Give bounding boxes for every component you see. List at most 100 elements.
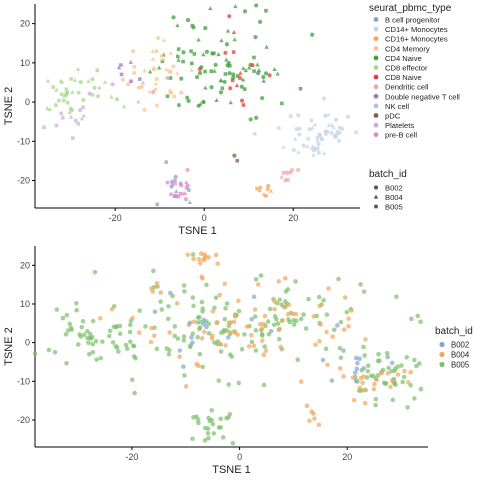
scatter-point [90,77,95,82]
legend-key [373,84,379,90]
scatter-point [166,351,172,357]
scatter-point [155,103,159,108]
scatter-point [151,268,156,274]
x-axis-title: TSNE 1 [178,225,217,237]
legend-label: CD4 Naive [385,54,422,63]
scatter-point [190,340,195,345]
scatter-point [210,51,215,56]
scatter-point [263,71,269,76]
scatter-point [231,30,237,35]
scatter-point [272,306,277,312]
scatter-point [213,62,218,67]
scatter-point [172,333,178,339]
scatter-point [109,94,114,99]
scatter-point [368,373,374,379]
scatter-point [154,49,159,54]
scatter-point [77,332,82,337]
legend-label: B005 [385,203,403,212]
scatter-point [317,150,321,155]
scatter-point [215,261,221,267]
scatter-point [216,52,221,57]
scatter-point [265,187,270,191]
scatter-point [102,79,108,84]
scatter-point [131,354,137,359]
scatter-point [301,143,306,148]
scatter-point [126,82,131,87]
scatter-point [137,308,142,313]
scatter-point [90,93,95,97]
scatter-point [143,324,148,329]
scatter-point [86,79,91,84]
scatter-point [222,79,227,85]
legend-label: pre-B cell [385,131,417,140]
scatter-point [379,370,384,376]
scatter-point [212,340,217,345]
scatter-point [63,332,69,337]
legend-key [374,204,378,209]
y-tick-label: 0 [25,338,30,348]
scatter-point [166,304,171,309]
scatter-point [258,273,264,278]
scatter-point [231,50,236,54]
scatter-point [362,400,368,406]
scatter-point [87,91,92,96]
scatter-point [190,331,196,337]
scatter-point [362,353,367,358]
scatter-point [152,333,157,339]
scatter-point [182,373,187,378]
scatter-point [46,347,52,353]
scatter-point [227,64,232,68]
scatter-point [124,346,130,351]
scatter-point [305,143,310,148]
legend-key [439,341,445,348]
scatter-point [223,51,228,55]
scatter-point [295,357,301,363]
scatter-point [47,106,52,111]
scatter-point [140,80,146,85]
scatter-point [199,299,205,305]
y-tick-label: -20 [17,176,30,186]
scatter-point [156,65,162,70]
scatter-point [224,301,230,306]
scatter-point [173,180,178,185]
scatter-point [176,57,181,62]
scatter-point [194,414,199,420]
scatter-point [236,380,242,386]
scatter-point [249,332,254,338]
scatter-point [170,182,175,187]
scatter-point [52,349,58,355]
scatter-point [220,435,226,440]
scatter-point [137,86,141,90]
scatter-point [355,360,360,366]
scatter-point [321,150,327,155]
scatter-point [260,95,265,101]
scatter-point [400,379,405,385]
scatter-point [296,168,300,172]
scatter-point [255,62,260,67]
scatter-point [74,307,79,313]
scatter-point [60,315,66,321]
scatter-point [341,327,347,332]
scatter-point [109,306,115,312]
scatter-point [385,370,391,376]
scatter-point [281,170,286,175]
scatter-point [202,329,207,335]
scatter-point [196,420,201,426]
scatter-point [236,308,242,314]
legend-label: CD8 Naive [385,73,422,82]
scatter-point [215,320,220,325]
scatter-point [228,86,233,91]
scatter-point [165,94,170,99]
scatter-point [153,87,158,92]
scatter-point [228,100,233,105]
scatter-point [353,378,359,384]
scatter-point [202,252,207,257]
scatter-point [218,416,224,422]
scatter-point [375,358,381,364]
scatter-point [165,75,170,81]
scatter-point [361,289,367,294]
x-tick-label: -20 [125,452,138,462]
scatter-point [201,322,207,327]
scatter-point [64,87,69,92]
scatter-point [171,15,176,20]
